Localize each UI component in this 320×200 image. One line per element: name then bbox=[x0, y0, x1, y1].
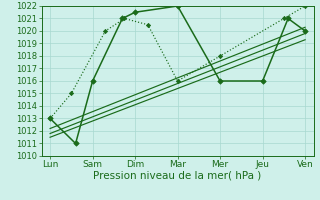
X-axis label: Pression niveau de la mer( hPa ): Pression niveau de la mer( hPa ) bbox=[93, 171, 262, 181]
